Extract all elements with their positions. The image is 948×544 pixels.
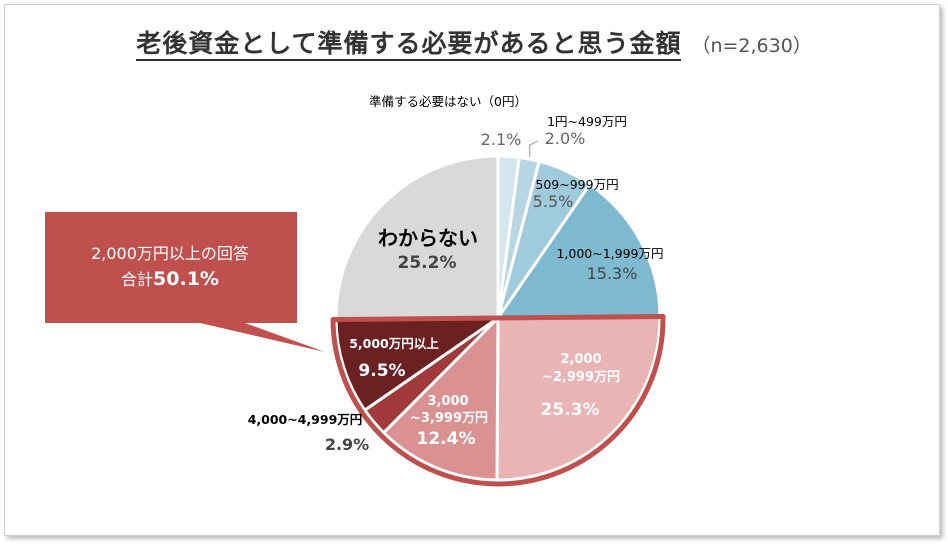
pie-slice-3 (496, 182, 662, 320)
slice-value-3: 15.3% (587, 264, 638, 283)
slice-label-6: 4,000~4,999万円 (248, 412, 363, 427)
slice-value-2: 5.5% (533, 192, 574, 211)
slice-label-4b: ~2,999万円 (542, 370, 620, 385)
slice-label-7: 5,000万円以上 (349, 336, 439, 351)
slice-label-4a: 2,000 (560, 352, 601, 367)
slice-value-5: 12.4% (417, 429, 476, 449)
slice-value-4: 25.3% (541, 400, 600, 420)
slice-label-3: 1,000~1,999万円 (556, 246, 663, 261)
slice-label-2: 509~999万円 (535, 177, 618, 192)
callout-total-prefix: 合計 (121, 270, 153, 289)
callout-line2: 合計50.1% (121, 268, 219, 290)
slice-label-1: 1円~499万円 (547, 114, 627, 129)
callout-box (45, 212, 325, 352)
callout: 2,000万円以上の回答 合計50.1% (45, 212, 325, 352)
slice-value-6: 2.9% (325, 435, 369, 454)
leader-line-1 (529, 140, 538, 158)
pie-slice-4 (495, 314, 662, 482)
slice-value-7: 9.5% (358, 361, 405, 381)
slice-label-5a: 3,000 (427, 394, 468, 409)
slice-value-8: 25.2% (398, 253, 457, 273)
slice-label-8: わからない (378, 226, 478, 250)
slice-labels: 準備する必要はない（0円） 2.1% 1円~499万円 2.0% 509~999… (248, 94, 664, 454)
pie-slice-7 (334, 316, 500, 412)
slice-label-0: 準備する必要はない（0円） (369, 94, 527, 109)
slice-value-0: 2.1% (481, 130, 522, 149)
callout-line1: 2,000万円以上の回答 (91, 244, 249, 263)
chart-title: 老後資金として準備する必要があると思う金額 (136, 29, 682, 61)
highlight-outline (330, 313, 666, 487)
slice-label-5b: ~3,999万円 (410, 411, 488, 426)
chart-title-row: 老後資金として準備する必要があると思う金額 （n=2,630） (0, 24, 948, 61)
chart-subtitle: （n=2,630） (691, 35, 812, 57)
slice-value-1: 2.0% (545, 129, 586, 148)
pie-slice-5 (382, 316, 500, 482)
pie-slice-8 (334, 154, 500, 322)
callout-total-value: 50.1% (153, 268, 219, 290)
